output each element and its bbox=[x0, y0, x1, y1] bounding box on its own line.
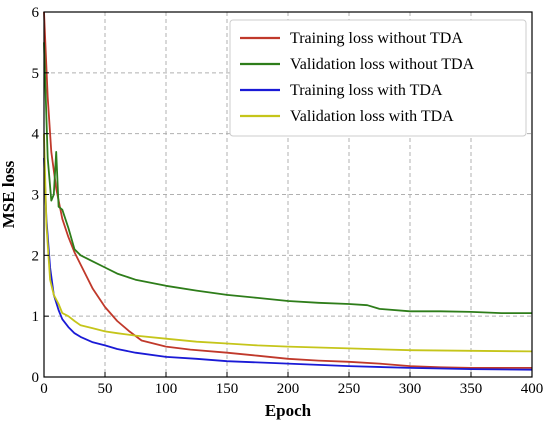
y-tick-label: 0 bbox=[32, 370, 40, 386]
legend-label: Training loss without TDA bbox=[290, 30, 463, 47]
series-lines bbox=[43, 11, 533, 371]
x-tick-label: 150 bbox=[216, 381, 239, 397]
y-tick-label: 6 bbox=[32, 5, 40, 21]
y-tick-label: 2 bbox=[32, 248, 40, 264]
x-tick-label: 350 bbox=[460, 381, 483, 397]
legend-label: Validation loss with TDA bbox=[290, 108, 454, 125]
series-line-3 bbox=[43, 157, 533, 371]
legend-box bbox=[229, 19, 527, 137]
y-tick-label: 4 bbox=[32, 127, 40, 143]
x-tick-label: 100 bbox=[155, 381, 178, 397]
x-tick-label: 0 bbox=[40, 381, 48, 397]
y-tick-label: 1 bbox=[32, 309, 40, 325]
series-line-1 bbox=[43, 11, 532, 369]
x-tick-label: 400 bbox=[521, 381, 544, 397]
y-tick-label: 5 bbox=[32, 66, 40, 82]
axis-ticks: 0 50 100 150 200 250 300 350 400 0 1 2 3 4 5 6 bbox=[32, 5, 544, 397]
series-line-2 bbox=[43, 42, 532, 315]
x-tick-label: 50 bbox=[98, 381, 113, 397]
x-tick-label: 300 bbox=[399, 381, 422, 397]
x-axis-title: Epoch bbox=[265, 401, 312, 420]
legend-label: Training loss with TDA bbox=[290, 82, 443, 99]
x-tick-label: 200 bbox=[277, 381, 300, 397]
y-axis-title: MSE loss bbox=[0, 160, 18, 228]
y-tick-label: 3 bbox=[32, 188, 40, 204]
series-line-4 bbox=[43, 133, 533, 353]
legend-label: Validation loss without TDA bbox=[290, 56, 475, 73]
x-tick-label: 250 bbox=[338, 381, 361, 397]
legend: Training loss without TDA Validation loss… bbox=[229, 19, 527, 137]
